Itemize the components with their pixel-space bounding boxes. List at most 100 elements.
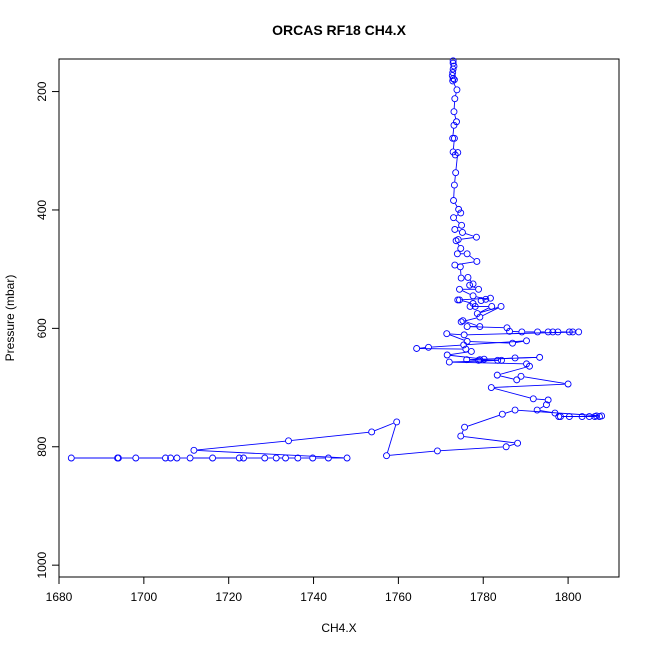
data-point bbox=[173, 454, 181, 462]
data-point bbox=[487, 294, 494, 302]
data-point bbox=[457, 318, 465, 326]
series-line-segment bbox=[450, 333, 461, 336]
x-tick-label: 1700 bbox=[130, 590, 157, 604]
data-point bbox=[343, 454, 351, 462]
data-point bbox=[450, 108, 458, 116]
series-line-segment bbox=[197, 440, 286, 451]
y-tick-label: 800 bbox=[35, 436, 49, 456]
series-line-segment bbox=[484, 298, 488, 301]
series-line-segment bbox=[454, 114, 457, 119]
y-tick-label: 400 bbox=[35, 200, 49, 220]
data-point bbox=[413, 345, 421, 352]
data-point bbox=[450, 181, 458, 189]
y-axis-label: Pressure (mbar) bbox=[3, 275, 17, 362]
data-point bbox=[261, 454, 269, 462]
data-point bbox=[454, 149, 462, 156]
series-line-segment bbox=[467, 414, 500, 427]
data-point bbox=[543, 401, 550, 409]
series-line-segment bbox=[463, 436, 515, 444]
series-line-segment bbox=[419, 348, 463, 350]
data-point bbox=[509, 339, 516, 347]
data-point bbox=[451, 95, 459, 103]
data-series bbox=[67, 57, 606, 462]
data-point bbox=[235, 454, 243, 462]
series-line-segment bbox=[452, 141, 455, 149]
data-point bbox=[497, 303, 505, 310]
data-point bbox=[455, 205, 463, 213]
data-point bbox=[534, 328, 541, 336]
series-line-segment bbox=[465, 233, 474, 237]
data-point bbox=[475, 356, 483, 364]
x-tick-label: 1680 bbox=[46, 590, 73, 604]
data-point bbox=[523, 337, 530, 345]
data-point bbox=[544, 396, 552, 404]
data-point bbox=[549, 328, 557, 336]
data-point bbox=[498, 356, 505, 364]
data-point bbox=[448, 72, 456, 80]
data-point bbox=[565, 413, 573, 421]
series-line-segment bbox=[461, 237, 474, 240]
series-line-segment bbox=[456, 214, 459, 217]
data-point bbox=[467, 347, 475, 355]
data-point bbox=[368, 428, 376, 436]
series-line-segment bbox=[500, 375, 514, 380]
data-point bbox=[473, 258, 481, 265]
data-point bbox=[564, 380, 572, 388]
x-tick-label: 1800 bbox=[555, 590, 582, 604]
series-line-segment bbox=[387, 424, 397, 453]
data-point bbox=[459, 229, 466, 236]
data-point bbox=[487, 384, 495, 392]
data-point bbox=[593, 412, 600, 420]
data-point bbox=[443, 351, 451, 359]
data-point bbox=[453, 250, 461, 258]
data-point bbox=[449, 57, 457, 65]
series-line-segment bbox=[482, 307, 499, 317]
data-point bbox=[383, 452, 390, 460]
data-point bbox=[529, 395, 537, 403]
series-line-segment bbox=[462, 300, 470, 304]
data-point bbox=[476, 313, 484, 321]
series-line-segment bbox=[465, 321, 477, 326]
data-point bbox=[450, 134, 458, 142]
data-point bbox=[285, 437, 292, 445]
data-point bbox=[477, 297, 485, 304]
data-point bbox=[457, 274, 465, 282]
data-point bbox=[551, 409, 559, 417]
data-point bbox=[294, 454, 302, 462]
data-point bbox=[488, 303, 496, 310]
data-point bbox=[513, 376, 521, 384]
series-line-segment bbox=[457, 230, 460, 232]
x-tick-label: 1740 bbox=[300, 590, 327, 604]
data-point bbox=[526, 362, 533, 370]
x-tick-label: 1760 bbox=[385, 590, 412, 604]
data-point bbox=[555, 413, 563, 421]
data-point bbox=[162, 454, 169, 462]
data-point bbox=[114, 454, 121, 462]
series-line-segment bbox=[454, 175, 456, 182]
series-line-segment bbox=[494, 383, 565, 388]
data-point bbox=[482, 295, 490, 303]
data-point bbox=[457, 432, 465, 440]
data-point bbox=[453, 86, 461, 94]
data-point bbox=[459, 317, 467, 325]
series-line-segment bbox=[505, 410, 513, 414]
y-axis: 200 400 600 800 1000 bbox=[35, 81, 60, 579]
data-point bbox=[282, 454, 289, 462]
x-tick-label: 1780 bbox=[470, 590, 497, 604]
series-line-segment bbox=[389, 450, 435, 456]
y-tick-label: 200 bbox=[35, 81, 49, 101]
data-point bbox=[457, 209, 465, 217]
data-point bbox=[598, 412, 606, 420]
series-line-segment bbox=[466, 340, 524, 346]
data-point bbox=[450, 121, 458, 129]
series-line-segment bbox=[469, 279, 472, 282]
series-line-segment bbox=[500, 366, 527, 375]
series-line-segment bbox=[291, 431, 369, 441]
data-point bbox=[452, 169, 460, 177]
data-point bbox=[450, 197, 457, 204]
data-point bbox=[494, 356, 502, 364]
x-axis: 1680 1700 1720 1740 1760 1780 1800 bbox=[46, 576, 582, 604]
data-point bbox=[449, 65, 457, 73]
series-line-segment bbox=[455, 155, 458, 170]
data-point bbox=[449, 75, 457, 82]
